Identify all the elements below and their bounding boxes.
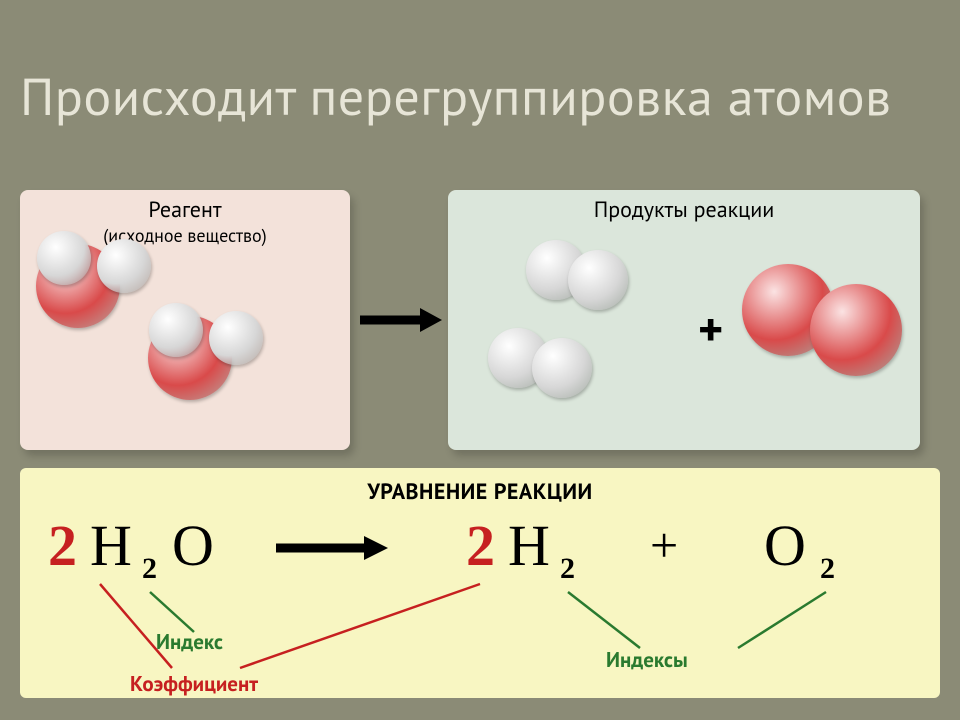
products-panel: Продукты реакции + [448,190,920,450]
reaction-arrow-icon [350,300,448,340]
reaction-arrow-gap [350,190,448,450]
panels-row: Реагент (исходное вещество) Продукты реа… [20,190,940,450]
hydrogen-atom [532,338,592,398]
products-panel-title: Продукты реакции [448,196,920,224]
label-coefficient: Коэффициент [130,670,258,697]
hydrogen-atom [568,250,628,310]
title-block: Происходит перегруппировка атомов [0,0,960,141]
label-indices: Индексы [606,646,688,673]
hydrogen-atom [209,311,263,365]
equation-panel: УРАВНЕНИЕ РЕАКЦИИ 2 H 2 O 2 H 2 + O 2 Ин… [20,468,940,698]
reagent-title-text: Реагент [148,196,221,224]
reagent-panel: Реагент (исходное вещество) [20,190,350,450]
slide-title: Происходит перегруппировка атомов [20,70,940,125]
hydrogen-atom [97,239,151,293]
equation-connectors [20,468,940,698]
products-title-text: Продукты реакции [594,196,774,224]
hydrogen-atom [37,231,91,285]
hydrogen-atom [149,303,203,357]
oxygen-atom [810,284,902,376]
label-index: Индекс [156,628,223,655]
products-plus: + [698,298,723,360]
